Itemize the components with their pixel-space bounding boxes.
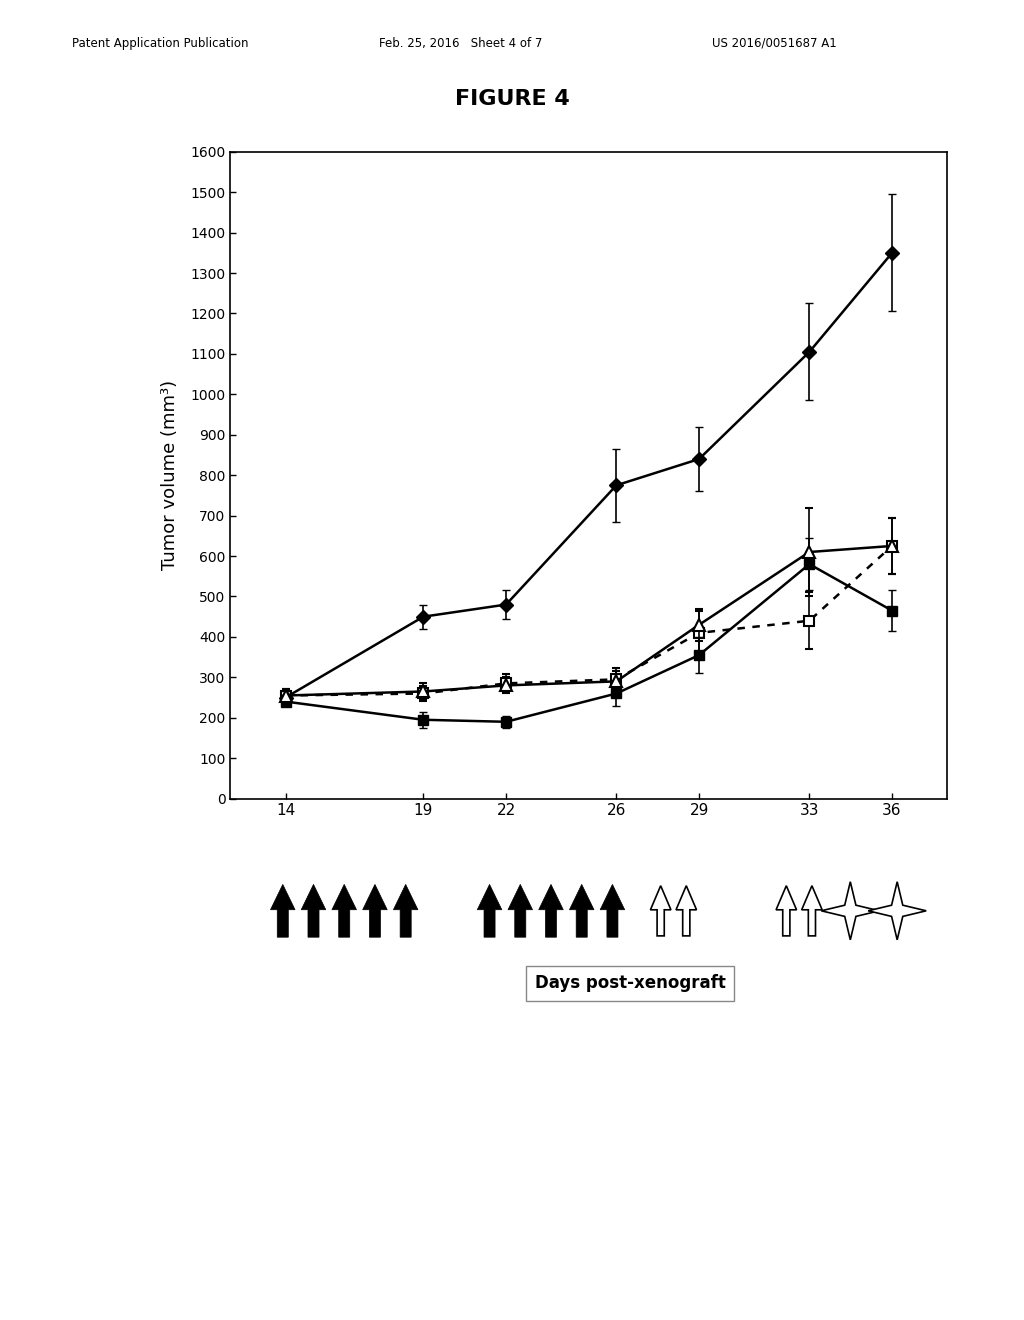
Text: Patent Application Publication: Patent Application Publication	[72, 37, 248, 50]
Text: US 2016/0051687 A1: US 2016/0051687 A1	[712, 37, 837, 50]
Y-axis label: Tumor volume (mm³): Tumor volume (mm³)	[161, 380, 179, 570]
Text: Days post-xenograft: Days post-xenograft	[535, 974, 726, 993]
Text: FIGURE 4: FIGURE 4	[455, 88, 569, 110]
Text: Feb. 25, 2016   Sheet 4 of 7: Feb. 25, 2016 Sheet 4 of 7	[379, 37, 543, 50]
